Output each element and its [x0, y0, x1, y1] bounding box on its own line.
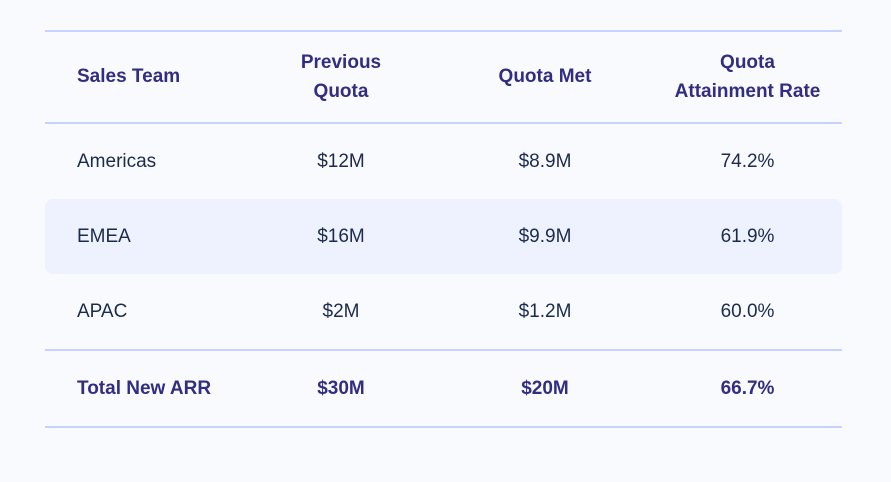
table-row-americas: Americas $12M $8.9M 74.2%	[45, 124, 842, 199]
table-row-apac: APAC $2M $1.2M 60.0%	[45, 274, 842, 349]
cell-attainment-rate: 61.9%	[720, 225, 775, 247]
cell-quota-met: $1.2M	[518, 300, 572, 322]
cell-attainment-rate: 60.0%	[720, 300, 775, 322]
cell-previous-quota: $12M	[317, 150, 365, 172]
cell-team: EMEA	[77, 225, 131, 247]
cell-quota-met: $8.9M	[518, 150, 572, 172]
table-header-row: Sales Team Previous Quota Quota Met Quot…	[45, 30, 842, 124]
header-attainment-rate: Quota Attainment Rate	[674, 51, 821, 102]
cell-previous-quota: $2M	[322, 300, 360, 322]
cell-team: Americas	[77, 150, 157, 172]
quota-attainment-table: Sales Team Previous Quota Quota Met Quot…	[45, 30, 842, 428]
cell-total-previous-quota: $30M	[317, 377, 365, 399]
cell-total-label: Total New ARR	[77, 377, 212, 399]
cell-team: APAC	[77, 300, 128, 322]
cell-total-quota-met: $20M	[521, 377, 569, 399]
table-row-total: Total New ARR $30M $20M 66.7%	[45, 349, 842, 428]
header-sales-team: Sales Team	[77, 66, 181, 88]
cell-attainment-rate: 74.2%	[720, 150, 775, 172]
table-row-emea: EMEA $16M $9.9M 61.9%	[45, 199, 842, 274]
cell-previous-quota: $16M	[317, 225, 365, 247]
cell-quota-met: $9.9M	[518, 225, 572, 247]
cell-total-attainment-rate: 66.7%	[720, 377, 775, 399]
header-previous-quota: Previous Quota	[300, 51, 382, 102]
header-quota-met: Quota Met	[498, 66, 592, 88]
